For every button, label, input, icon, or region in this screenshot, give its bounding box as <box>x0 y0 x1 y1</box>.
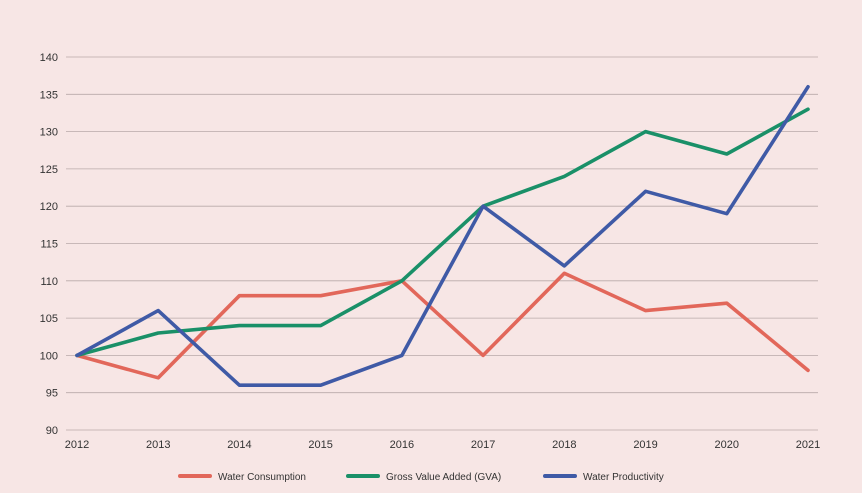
x-tick-label: 2014 <box>227 439 251 451</box>
y-tick-label: 90 <box>46 425 58 437</box>
legend-label: Water Productivity <box>583 472 664 483</box>
y-tick-label: 110 <box>40 276 58 288</box>
x-tick-label: 2016 <box>390 439 414 451</box>
y-tick-label: 120 <box>40 201 58 213</box>
y-tick-label: 135 <box>40 89 58 101</box>
x-axis-ticks: 2012 2013 2014 2015 2016 2017 2018 2019 2020 2021 <box>65 439 820 451</box>
legend: Water Consumption Gross Value Added (GVA)… <box>178 472 664 483</box>
y-tick-label: 115 <box>40 239 58 251</box>
x-tick-label: 2018 <box>552 439 576 451</box>
legend-label: Gross Value Added (GVA) <box>386 472 501 483</box>
x-tick-label: 2019 <box>633 439 657 451</box>
series-line-1 <box>75 271 810 380</box>
y-tick-label: 125 <box>40 164 58 176</box>
series-lines <box>75 85 810 388</box>
x-tick-label: 2021 <box>796 439 820 451</box>
y-tick-label: 95 <box>46 388 58 400</box>
x-tick-label: 2020 <box>715 439 739 451</box>
series-line-3 <box>75 85 810 388</box>
y-tick-label: 130 <box>40 127 58 139</box>
y-axis-ticks: 90 95 100 105 110 115 120 125 130 135 140 <box>40 52 58 437</box>
series-line-2 <box>75 107 810 358</box>
x-tick-label: 2015 <box>308 439 332 451</box>
x-tick-label: 2017 <box>471 439 495 451</box>
y-tick-label: 100 <box>40 350 58 362</box>
x-tick-label: 2012 <box>65 439 89 451</box>
x-tick-label: 2013 <box>146 439 170 451</box>
legend-label: Water Consumption <box>218 472 306 483</box>
y-tick-label: 140 <box>40 52 58 64</box>
y-tick-label: 105 <box>40 313 58 325</box>
